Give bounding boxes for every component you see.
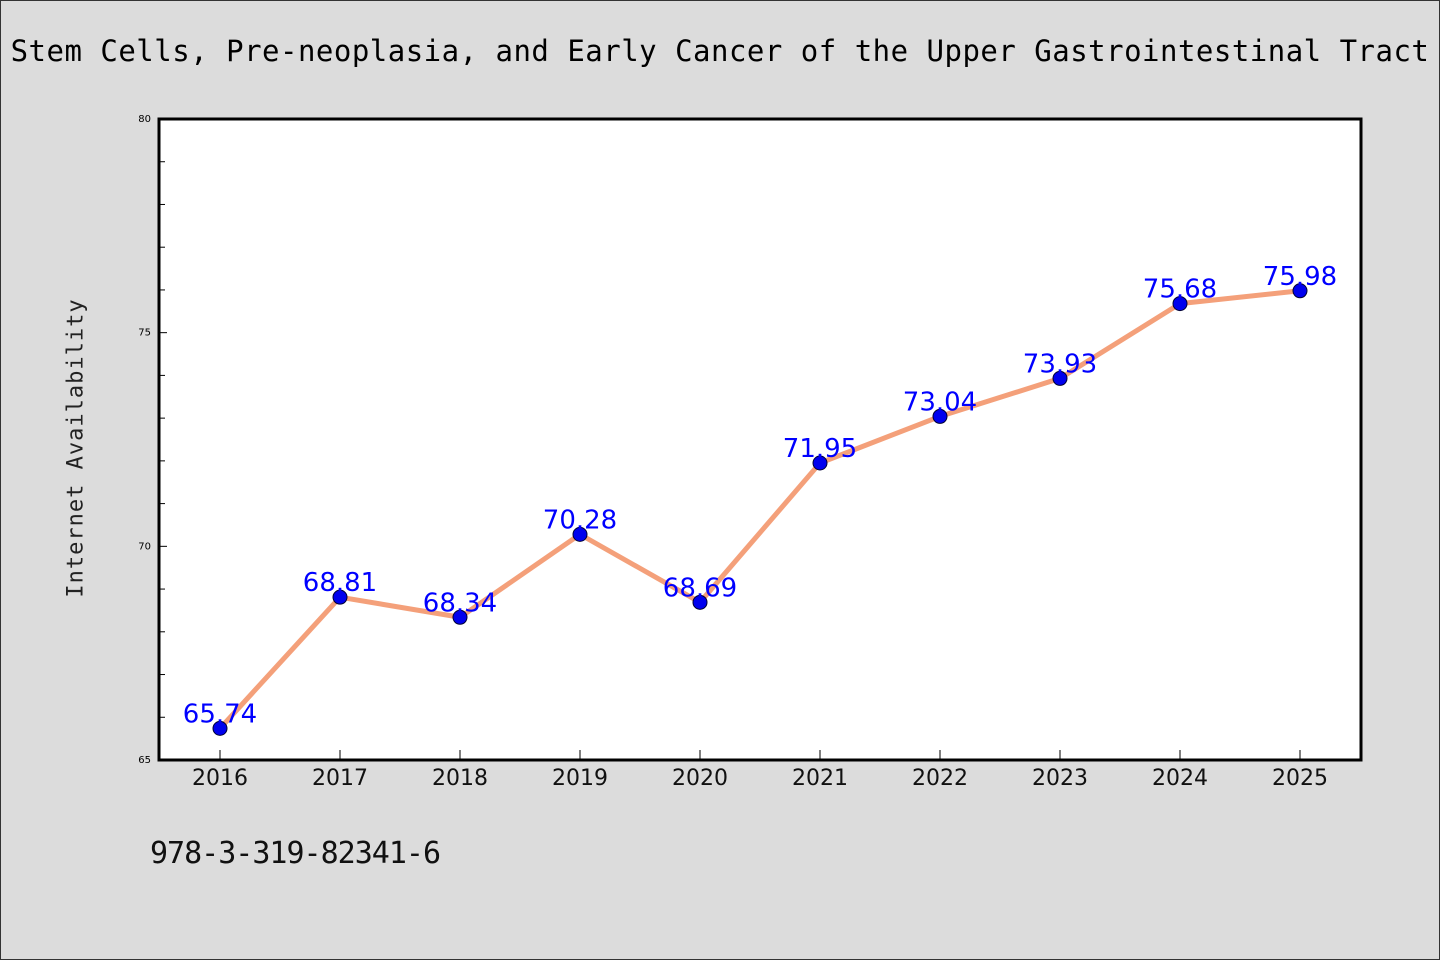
- data-point: [1052, 370, 1068, 386]
- x-tick-label: 2022: [912, 766, 968, 791]
- data-label: 71.95: [783, 434, 857, 464]
- x-axis: 2016 2017 2018 2019 2020 2021 2022 2023 2024 2025: [192, 750, 1328, 791]
- data-label: 73.93: [1023, 349, 1097, 379]
- x-tick-label: 2019: [552, 766, 608, 791]
- data-label: 70.28: [543, 505, 617, 535]
- data-point: [932, 408, 948, 424]
- data-label: 65.74: [183, 699, 257, 729]
- y-tick-label: 75: [138, 328, 151, 339]
- data-label: 75.68: [1143, 275, 1217, 305]
- x-tick-label: 2018: [432, 766, 488, 791]
- data-point: [332, 589, 348, 605]
- x-tick-label: 2016: [192, 766, 248, 791]
- x-tick-label: 2024: [1152, 766, 1208, 791]
- data-point: [1292, 283, 1308, 299]
- x-tick-label: 2020: [672, 766, 728, 791]
- x-tick-label: 2023: [1032, 766, 1088, 791]
- x-tick-label: 2021: [792, 766, 848, 791]
- data-markers: [212, 283, 1308, 736]
- data-point: [1172, 296, 1188, 312]
- y-tick-label: 70: [138, 541, 151, 552]
- chart-title: Stem Cells, Pre-neoplasia, and Early Can…: [10, 34, 1430, 68]
- x-tick-label: 2017: [312, 766, 368, 791]
- data-point: [572, 526, 588, 542]
- plot-area: [157, 117, 1363, 762]
- data-label: 68.34: [423, 588, 497, 618]
- data-point: [212, 720, 228, 736]
- data-label: 68.81: [303, 568, 377, 598]
- y-tick-label: 65: [138, 755, 151, 766]
- data-label: 75.98: [1263, 262, 1337, 292]
- data-label: 73.04: [903, 387, 977, 417]
- y-tick-label: 80: [138, 114, 151, 125]
- y-axis: 65 70 75 80: [138, 114, 167, 766]
- data-labels: 65.74 68.81 68.34 70.28 68.69 71.95 73.04 73.93…: [183, 262, 1337, 730]
- x-tick-label: 2025: [1272, 766, 1328, 791]
- series-line: [217, 288, 1303, 731]
- data-label: 68.69: [663, 573, 737, 603]
- data-point: [692, 594, 708, 610]
- data-point: [452, 609, 468, 625]
- data-point: [812, 455, 828, 471]
- isbn-text: 978-3-319-82341-6: [150, 836, 441, 871]
